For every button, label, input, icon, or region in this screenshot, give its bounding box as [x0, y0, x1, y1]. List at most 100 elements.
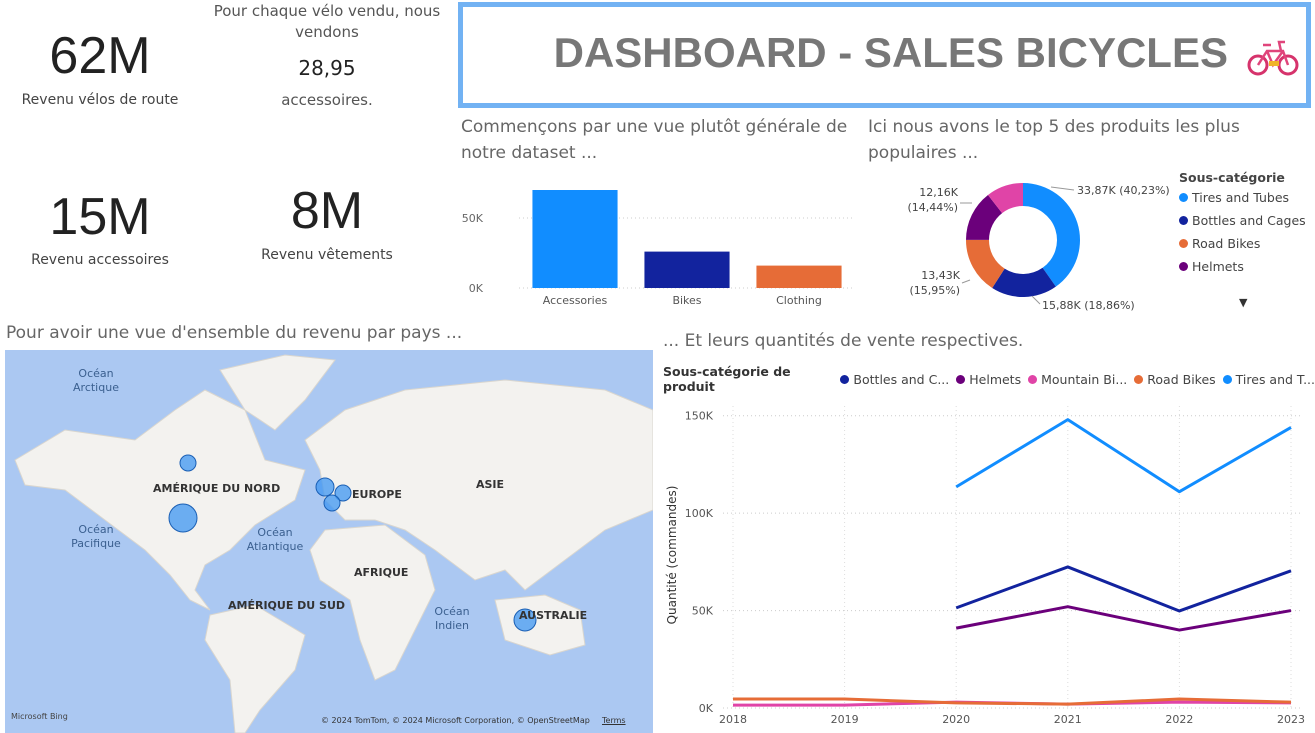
legend-item: Bottles and C... [840, 372, 949, 387]
map-terms[interactable]: Terms [602, 716, 626, 725]
legend-item: Tires and T... [1222, 371, 1315, 387]
x-tick-label: 2021 [1054, 713, 1082, 726]
legend-swatch [1179, 239, 1188, 248]
bar [532, 190, 618, 288]
map-provider: Microsoft Bing [11, 712, 68, 721]
x-tick-label: Accessories [543, 294, 608, 307]
data-label: 15,88K (18,86%) [1042, 299, 1135, 312]
y-tick-label: 0K [469, 282, 484, 295]
legend-swatch [840, 374, 850, 384]
x-tick-label: Bikes [672, 294, 701, 307]
legend-item: Tires and Tubes [1179, 190, 1306, 205]
pie-legend: Sous-catégorie Tires and Tubes Bottles an… [1179, 170, 1306, 282]
legend-swatch [1179, 216, 1188, 225]
kpi-value: 15M [49, 188, 151, 246]
map-label: Océan Atlantique [246, 526, 304, 553]
x-tick-label: 2022 [1165, 713, 1193, 726]
map-label: AMÉRIQUE DU NORD [153, 482, 281, 495]
y-tick-label: 0K [699, 702, 714, 715]
legend-label: Helmets [969, 371, 1022, 387]
line-series [955, 605, 1292, 632]
ratio-text: Pour chaque vélo vendu, nous vendons [213, 2, 441, 41]
kpi-label: Revenu accessoires [31, 252, 169, 268]
legend-label: Bottles and C... [853, 371, 950, 387]
legend-item: Helmets [956, 372, 1021, 387]
kpi-label: Revenu vêtements [261, 247, 393, 263]
x-tick-label: 2020 [942, 713, 970, 726]
x-tick-label: 2023 [1277, 713, 1305, 726]
legend-swatch [956, 374, 966, 384]
leader-line [961, 279, 971, 284]
kpi-value: 62M [49, 27, 151, 85]
section-title: Ici nous avons le top 5 des produits les… [868, 117, 1240, 163]
bicycle-icon [1247, 40, 1299, 76]
bar [644, 251, 730, 288]
map-label: Océan Indien [434, 605, 470, 632]
map-label: EUROPE [352, 488, 402, 501]
data-label: 12,16K (14,44%) [907, 186, 958, 214]
y-tick-label: 100K [685, 507, 714, 520]
legend-label: Tires and T... [1235, 371, 1315, 387]
legend-label: Helmets [1192, 259, 1244, 274]
y-tick-label: 150K [685, 410, 714, 423]
legend-more[interactable]: ▼ [1239, 296, 1248, 309]
legend-swatch [1179, 193, 1188, 202]
kpi-label: Revenu vélos de route [21, 92, 179, 108]
map-label: Océan Arctique [73, 367, 119, 394]
ratio-value: 28,95 [298, 56, 356, 80]
legend-item: Bottles and Cages [1179, 213, 1306, 228]
kpi-value: 8M [290, 182, 364, 240]
data-label: 33,87K (40,23%) [1077, 184, 1170, 197]
leader-line [1031, 295, 1041, 305]
line-legend: Sous-catégorie de produit Bottles and C.… [663, 364, 1315, 394]
map-attribution: © 2024 TomTom, © 2024 Microsoft Corporat… [321, 716, 590, 725]
leader-line [1050, 186, 1075, 191]
x-tick-label: 2019 [831, 713, 859, 726]
pie-slice [992, 267, 1056, 298]
legend-swatch [1134, 374, 1144, 384]
legend-swatch [1028, 374, 1038, 384]
legend-label: Tires and Tubes [1192, 190, 1290, 205]
pie-slice [988, 183, 1023, 214]
legend-swatch [1179, 262, 1188, 271]
legend-label: Road Bikes [1147, 371, 1216, 387]
legend-item: Road Bikes [1179, 236, 1306, 251]
x-tick-label: Clothing [776, 294, 822, 307]
section-title: Commençons par une vue plutôt générale d… [461, 117, 848, 163]
map[interactable]: Océan Arctique AMÉRIQUE DU NORD EUROPE A… [5, 350, 653, 733]
section-title: ... Et leurs quantités de vente respecti… [663, 331, 1024, 351]
legend-swatch [1222, 374, 1232, 384]
legend-title: Sous-catégorie [1179, 170, 1285, 185]
data-label: 13,43K (15,95%) [909, 269, 960, 297]
section-title: Pour avoir une vue d'ensemble du revenu … [6, 323, 463, 343]
bar [756, 265, 842, 288]
map-label: AFRIQUE [354, 566, 409, 579]
legend-item: Road Bikes [1134, 371, 1216, 387]
map-label: ASIE [476, 478, 505, 491]
legend-label: Bottles and Cages [1192, 213, 1306, 228]
legend-item: Helmets [1179, 259, 1306, 274]
map-canvas [14, 354, 653, 733]
map-label: AUSTRALIE [519, 609, 588, 622]
line-series [733, 697, 1292, 706]
legend-title: Sous-catégorie de produit [663, 364, 791, 394]
x-tick-label: 2018 [719, 713, 747, 726]
map-label: Océan Pacifique [71, 523, 121, 550]
y-tick-label: 50K [692, 605, 714, 618]
pie-slice [966, 195, 1003, 240]
y-tick-label: 50K [462, 212, 484, 225]
header-title: DASHBOARD - SALES BICYCLES [553, 29, 1228, 76]
legend-label: Mountain Bi... [1041, 371, 1128, 387]
header-box: DASHBOARD - SALES BICYCLES [458, 2, 1311, 108]
y-axis-label: Quantité (commandes) [665, 486, 679, 625]
legend-item: Mountain Bi... [1028, 372, 1127, 387]
pie-slice [1023, 183, 1080, 287]
line-series [955, 418, 1292, 494]
line-series [955, 565, 1292, 613]
ratio-text: accessoires. [281, 91, 373, 109]
pie-slice [966, 239, 1005, 288]
map-label: AMÉRIQUE DU SUD [228, 599, 346, 612]
legend-label: Road Bikes [1192, 236, 1261, 251]
